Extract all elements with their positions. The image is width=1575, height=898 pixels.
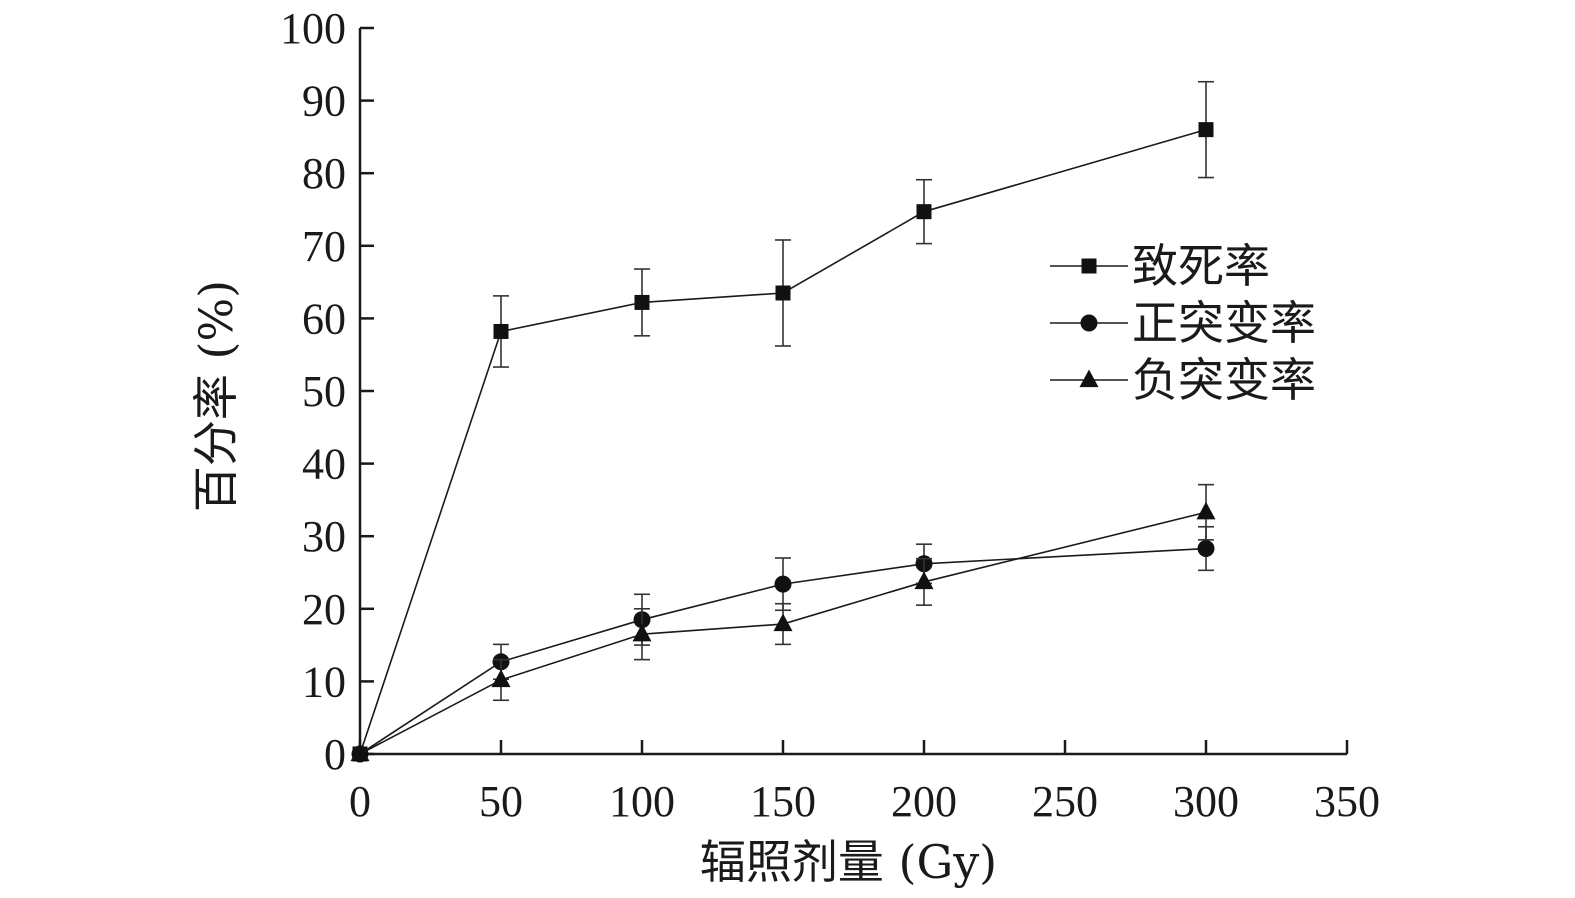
legend-marker xyxy=(1080,314,1098,332)
series-layer xyxy=(350,80,1216,763)
y-tick-label: 20 xyxy=(302,585,346,634)
data-point xyxy=(916,204,932,220)
data-point xyxy=(493,323,509,339)
y-tick-label: 80 xyxy=(302,149,346,198)
x-tick-label: 250 xyxy=(1032,777,1098,826)
data-point xyxy=(774,575,792,593)
series-line xyxy=(359,547,1207,755)
x-tick-label: 350 xyxy=(1314,777,1380,826)
data-point xyxy=(350,743,370,762)
y-tick-label: 70 xyxy=(302,222,346,271)
series-square xyxy=(352,80,1214,762)
y-ticks: 0 10 20 30 40 50 60 70 80 90 100 xyxy=(280,4,374,779)
data-point xyxy=(632,623,652,642)
x-axis-title: 辐照剂量 (Gy) xyxy=(700,835,997,889)
y-tick-label: 0 xyxy=(324,730,346,779)
x-tick-label: 200 xyxy=(891,777,957,826)
legend-label: 致死率 xyxy=(1132,239,1270,293)
series-triangle xyxy=(350,483,1216,762)
legend-marker xyxy=(1081,258,1097,274)
y-tick-label: 90 xyxy=(302,77,346,126)
legend-marker xyxy=(1079,369,1099,388)
data-point xyxy=(634,294,650,310)
y-tick-label: 60 xyxy=(302,294,346,343)
legend-item: 正突变率 xyxy=(1050,296,1316,350)
y-tick-label: 30 xyxy=(302,512,346,561)
y-tick-label: 50 xyxy=(302,367,346,416)
data-point xyxy=(491,669,511,688)
legend-label: 负突变率 xyxy=(1132,353,1316,407)
x-tick-label: 0 xyxy=(349,777,371,826)
data-point xyxy=(775,285,791,301)
data-point xyxy=(1197,540,1215,558)
x-ticks: 0 50 100 150 200 250 300 350 xyxy=(349,740,1380,826)
series-line xyxy=(359,511,1207,755)
x-tick-label: 300 xyxy=(1173,777,1239,826)
series-line xyxy=(359,128,1207,755)
data-point xyxy=(1198,122,1214,138)
y-tick-label: 10 xyxy=(302,657,346,706)
data-point xyxy=(773,613,793,632)
x-tick-label: 150 xyxy=(750,777,816,826)
x-tick-label: 50 xyxy=(479,777,523,826)
data-point xyxy=(914,571,934,590)
y-tick-label: 40 xyxy=(302,440,346,489)
legend-label: 正突变率 xyxy=(1132,296,1316,350)
legend-item: 致死率 xyxy=(1050,239,1270,293)
y-tick-label: 100 xyxy=(280,4,346,53)
data-point xyxy=(1196,501,1216,520)
x-tick-label: 100 xyxy=(609,777,675,826)
legend-item: 负突变率 xyxy=(1050,353,1316,407)
y-axis-title: 百分率 (%) xyxy=(189,280,243,512)
